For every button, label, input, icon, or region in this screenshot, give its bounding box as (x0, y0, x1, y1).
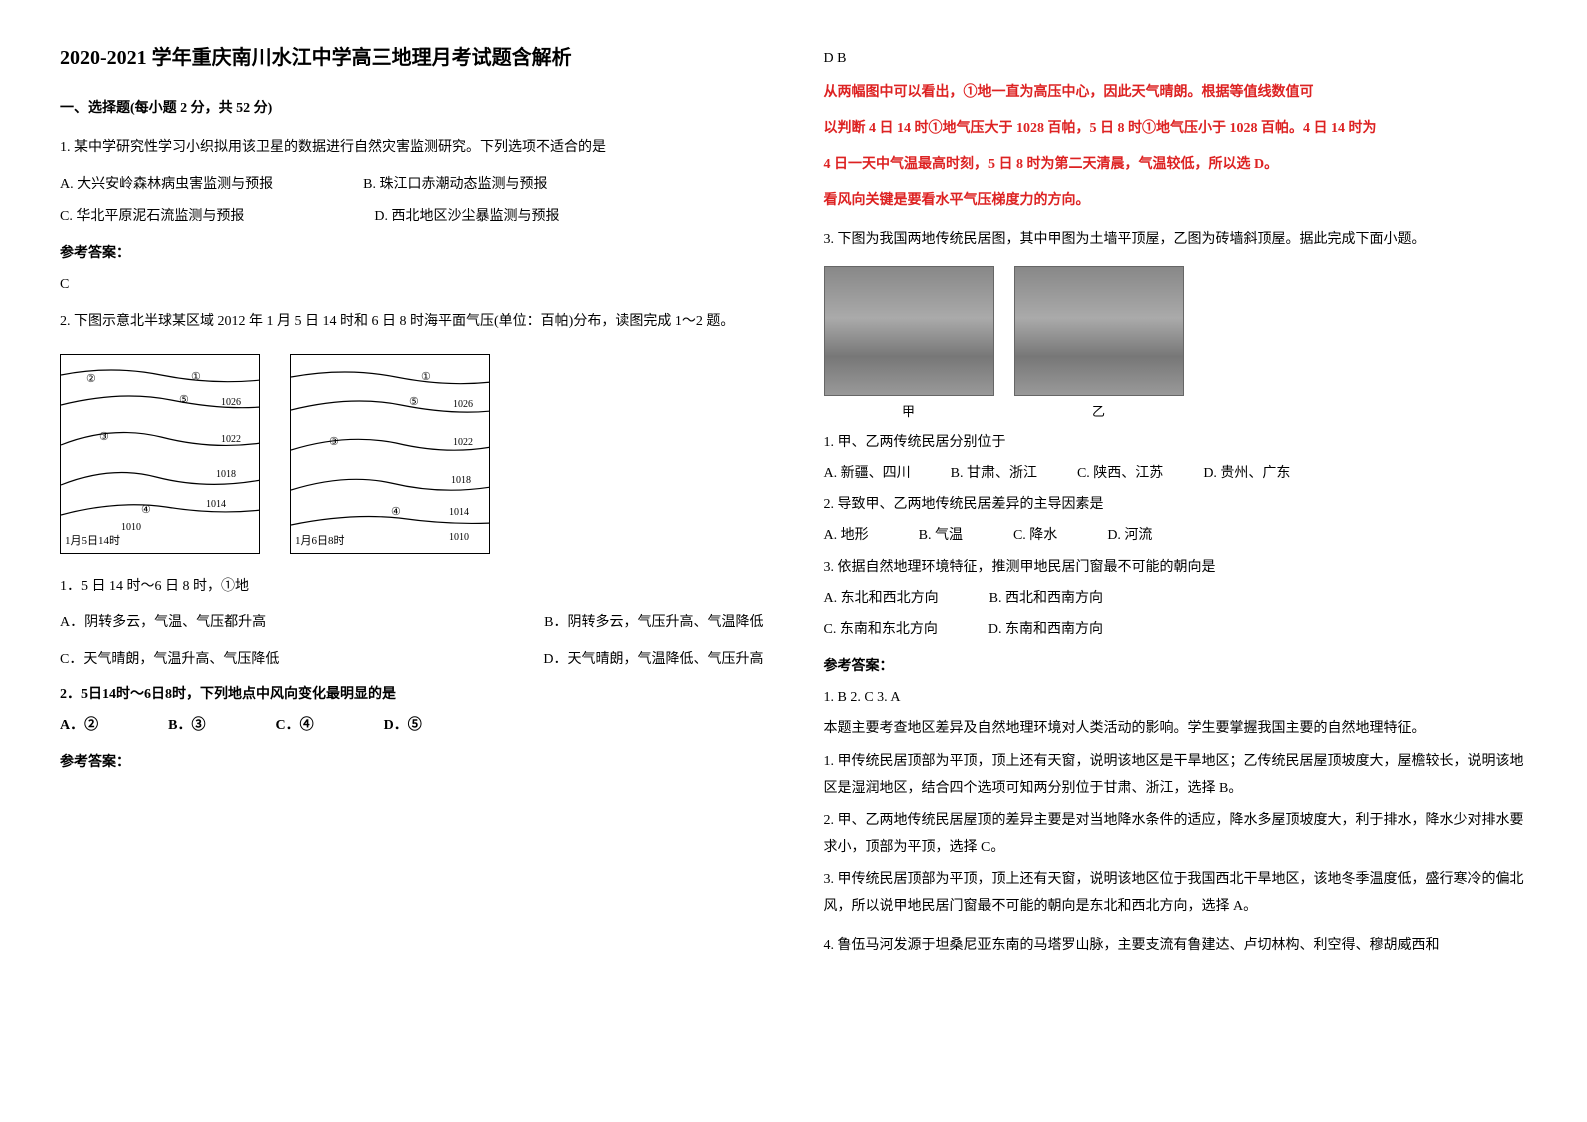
q1-opt-d: D. 西北地区沙尘暴监测与预报 (374, 204, 559, 229)
q2s2-opt-b: B．③ (168, 713, 205, 738)
isobar2-1022: 1022 (453, 437, 473, 448)
q1-opt-a: A. 大兴安岭森林病虫害监测与预报 (60, 172, 273, 197)
q3s1-opt-d: D. 贵州、广东 (1203, 461, 1290, 486)
q2-opt-a: A．阴转多云，气温、气压都升高 (60, 610, 266, 635)
section-header: 一、选择题(每小题 2 分，共 52 分) (60, 96, 764, 121)
q2-opt-c: C．天气晴朗，气温升高、气压降低 (60, 647, 279, 672)
q3s1-opt-c: C. 陕西、江苏 (1077, 461, 1163, 486)
isobar-1022: 1022 (221, 434, 241, 445)
q4-stem: 4. 鲁伍马河发源于坦桑尼亚东南的马塔罗山脉，主要支流有鲁建达、卢切林构、利空得… (824, 933, 1528, 958)
house-images: 甲 乙 (824, 266, 1528, 423)
map1-label: 1月5日14时 (65, 532, 120, 552)
map2-point-1: ① (421, 371, 431, 383)
map-point-5: ⑤ (179, 394, 189, 406)
isobar2-1018: 1018 (451, 475, 471, 486)
q2-answers: D B (824, 46, 1528, 71)
q3-answers: 1. B 2. C 3. A (824, 685, 1528, 710)
map2-point-4: ④ (391, 506, 401, 518)
q1-opt-c: C. 华北平原泥石流监测与预报 (60, 204, 244, 229)
q2-sub1: 1．5 日 14 时～6 日 8 时，①地 (60, 574, 764, 599)
q2-opt-b: B．阴转多云，气压升高、气温降低 (544, 610, 763, 635)
q2-exp3: 4 日一天中气温最高时刻，5 日 8 时为第二天清晨，气温较低，所以选 D。 (824, 151, 1528, 179)
q3-answer-label: 参考答案： (824, 654, 1528, 679)
q3s1-opt-b: B. 甘肃、浙江 (951, 461, 1037, 486)
isobar2-1026: 1026 (453, 399, 473, 410)
q2-exp2: 以判断 4 日 14 时①地气压大于 1028 百帕，5 日 8 时①地气压小于… (824, 115, 1528, 143)
q2-exp4: 看风向关键是要看水平气压梯度力的方向。 (824, 187, 1528, 215)
q3-sub2: 2. 导致甲、乙两地传统民居差异的主导因素是 (824, 492, 1528, 517)
q3-exp1: 1. 甲传统民居顶部为平顶，顶上还有天窗，说明该地区是干旱地区；乙传统民居屋顶坡… (824, 749, 1528, 802)
q1-answer: C (60, 272, 764, 297)
q3s2-opt-a: A. 地形 (824, 523, 869, 548)
q2-sub2: 2．5日14时～6日8时，下列地点中风向变化最明显的是 (60, 682, 764, 707)
q3s3-opt-c: C. 东南和东北方向 (824, 617, 938, 642)
q3-stem: 3. 下图为我国两地传统民居图，其中甲图为土墙平顶屋，乙图为砖墙斜顶屋。据此完成… (824, 227, 1528, 252)
q2s2-opt-a: A．② (60, 713, 98, 738)
isobar-maps: ① ② ⑤ ③ ④ 1026 1022 1018 1014 1010 1月5日1… (60, 354, 764, 554)
q1-answer-label: 参考答案： (60, 241, 764, 266)
q2-answer-label: 参考答案： (60, 750, 764, 775)
isobar-1014: 1014 (206, 499, 226, 510)
q1-opt-b: B. 珠江口赤潮动态监测与预报 (363, 172, 547, 197)
map-point-4: ④ (141, 504, 151, 516)
house-img-jia (824, 266, 994, 396)
q3s1-opt-a: A. 新疆、四川 (824, 461, 911, 486)
q2-opt-d: D．天气晴朗，气温降低、气压升高 (543, 647, 763, 672)
q2s2-opt-d: D．⑤ (384, 713, 422, 738)
isobar2-1014: 1014 (449, 507, 469, 518)
q3-exp3: 3. 甲传统民居顶部为平顶，顶上还有天窗，说明该地区位于我国西北干旱地区，该地冬… (824, 867, 1528, 920)
map-point-1: ① (191, 371, 201, 383)
isobar2-1010: 1010 (449, 532, 469, 543)
map2-label: 1月6日8时 (295, 532, 345, 552)
isobar-1010: 1010 (121, 522, 141, 533)
q2s2-opt-c: C．④ (275, 713, 313, 738)
q1-stem: 1. 某中学研究性学习小织拟用该卫星的数据进行自然灾害监测研究。下列选项不适合的… (60, 135, 764, 160)
q3s2-opt-c: C. 降水 (1013, 523, 1057, 548)
cap-yi: 乙 (1092, 400, 1105, 423)
q3s3-opt-a: A. 东北和西北方向 (824, 586, 939, 611)
map-2: ① ⑤ ③ ④ 1026 1022 1018 1014 1010 1月6日8时 (290, 354, 490, 554)
map-point-3: ③ (99, 431, 109, 443)
q2-exp1: 从两幅图中可以看出，①地一直为高压中心，因此天气晴朗。根据等值线数值可 (824, 79, 1528, 107)
cap-jia: 甲 (902, 400, 915, 423)
isobar-1018: 1018 (216, 469, 236, 480)
house-img-yi (1014, 266, 1184, 396)
q3-exp0: 本题主要考查地区差异及自然地理环境对人类活动的影响。学生要掌握我国主要的自然地理… (824, 716, 1528, 743)
q3s2-opt-b: B. 气温 (919, 523, 963, 548)
doc-title: 2020-2021 学年重庆南川水江中学高三地理月考试题含解析 (60, 40, 764, 76)
map-1: ① ② ⑤ ③ ④ 1026 1022 1018 1014 1010 1月5日1… (60, 354, 260, 554)
map2-point-3: ③ (329, 436, 339, 448)
q3-sub3: 3. 依据自然地理环境特征，推测甲地民居门窗最不可能的朝向是 (824, 555, 1528, 580)
q3s3-opt-b: B. 西北和西南方向 (989, 586, 1103, 611)
q3s3-opt-d: D. 东南和西南方向 (988, 617, 1103, 642)
q3-sub1: 1. 甲、乙两传统民居分别位于 (824, 430, 1528, 455)
q3s2-opt-d: D. 河流 (1107, 523, 1152, 548)
map2-point-5: ⑤ (409, 396, 419, 408)
q2-stem: 2. 下图示意北半球某区域 2012 年 1 月 5 日 14 时和 6 日 8… (60, 309, 764, 334)
q3-exp2: 2. 甲、乙两地传统民居屋顶的差异主要是对当地降水条件的适应，降水多屋顶坡度大，… (824, 808, 1528, 861)
isobar-1026: 1026 (221, 397, 241, 408)
map-point-2: ② (86, 373, 96, 385)
